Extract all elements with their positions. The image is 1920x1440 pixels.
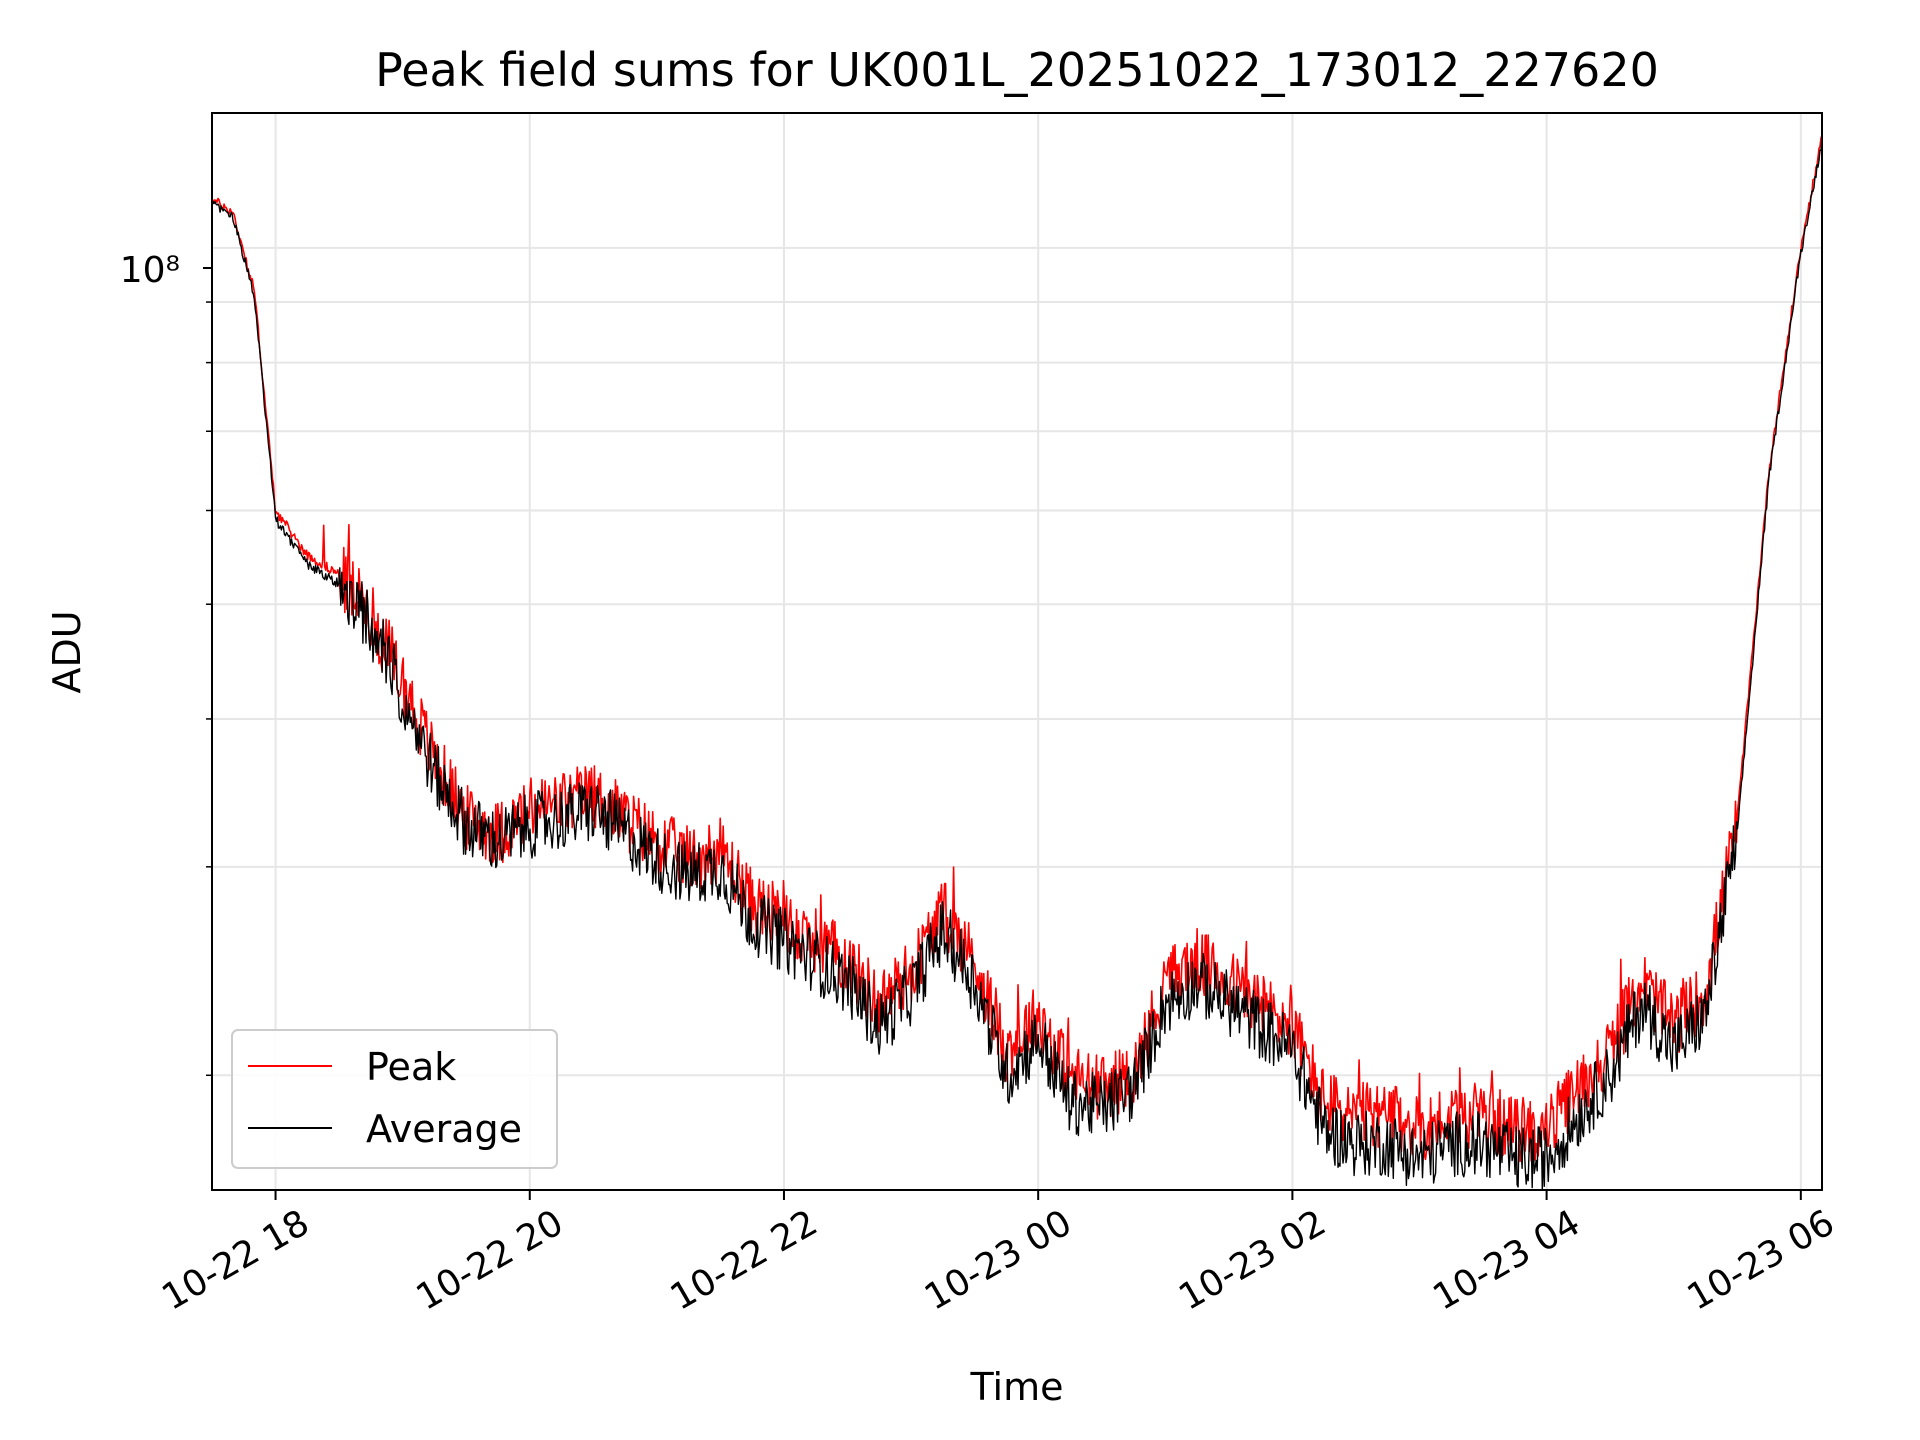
legend-label-average: Average — [366, 1107, 522, 1151]
x-tick-label: 10-23 06 — [1681, 1202, 1842, 1318]
y-tick-label-major: 10⁸ — [120, 250, 180, 291]
x-axis: 10-22 18 10-22 20 10-22 22 10-23 00 10-23 02… — [155, 1190, 1841, 1319]
legend-label-peak: Peak — [366, 1045, 456, 1089]
x-tick-label: 10-23 00 — [918, 1202, 1079, 1318]
x-tick-label: 10-22 22 — [664, 1202, 825, 1318]
series-line-average — [211, 137, 1823, 1191]
series-group — [211, 135, 1823, 1191]
x-tick-label: 10-22 20 — [410, 1202, 571, 1318]
series-line-peak — [211, 135, 1823, 1163]
plot-frame — [211, 112, 1823, 1191]
x-tick-label: 10-23 04 — [1426, 1202, 1587, 1318]
legend: Peak Average — [231, 1029, 558, 1169]
x-axis-label: Time — [970, 1365, 1064, 1409]
x-tick-label: 10-22 18 — [155, 1202, 316, 1318]
y-axis: 10⁸ — [120, 250, 212, 1077]
chart-title: Peak field sums for UK001L_20251022_1730… — [375, 43, 1659, 97]
x-tick-label: 10-23 02 — [1172, 1202, 1333, 1318]
y-axis-label: ADU — [45, 610, 89, 693]
legend-box — [231, 1029, 558, 1169]
